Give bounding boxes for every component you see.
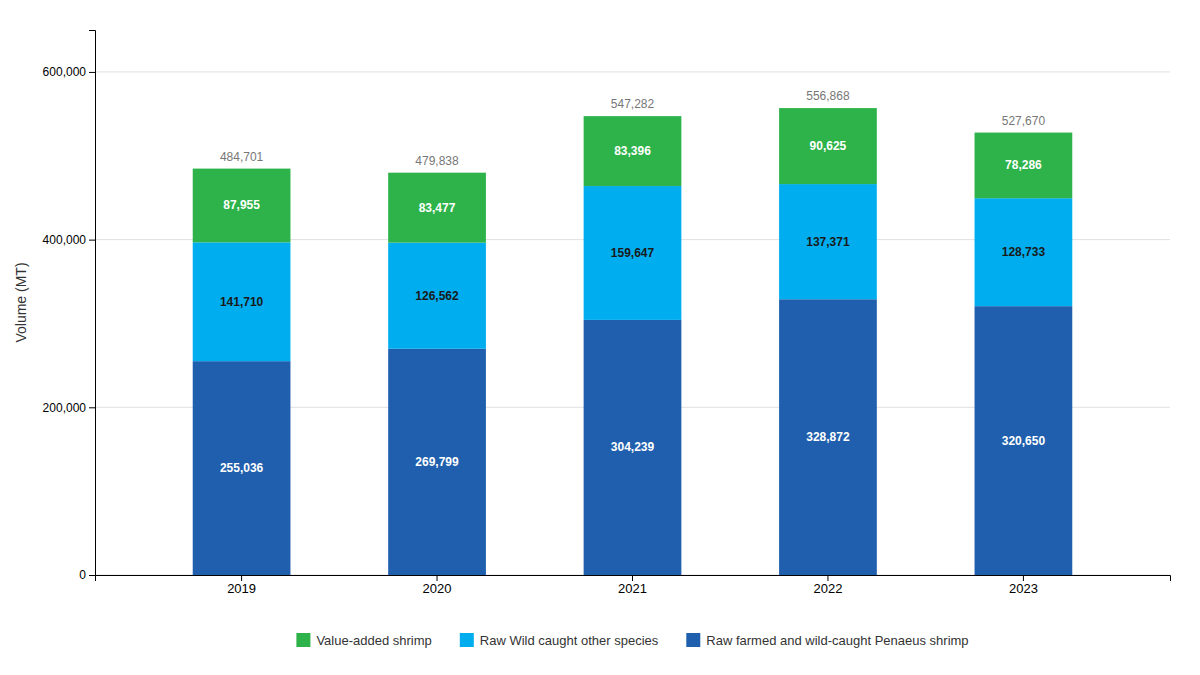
bars	[193, 108, 1073, 575]
data-labels: 255,036 269,799 304,239 328,872 320,650 141,7…	[220, 89, 1046, 475]
bar	[388, 173, 486, 243]
series-labels: 87,955 83,477 83,396 90,625 78,286	[223, 139, 1042, 215]
total-label: 484,701	[220, 150, 264, 164]
total-label: 547,282	[611, 97, 655, 111]
bar	[975, 306, 1073, 575]
bar	[779, 299, 877, 575]
data-label: 83,477	[419, 201, 456, 215]
data-label: 126,562	[415, 289, 459, 303]
bar	[388, 243, 486, 349]
legend-item: Raw farmed and wild-caught Penaeus shrim…	[686, 633, 968, 648]
x-tick: 2019	[227, 575, 256, 596]
x-tick: 2023	[1009, 575, 1038, 596]
tick-mark	[632, 575, 633, 581]
total-label: 479,838	[415, 154, 459, 168]
tick-label: 2020	[423, 581, 452, 596]
data-label: 83,396	[614, 144, 651, 158]
data-label: 78,286	[1005, 158, 1042, 172]
tick-mark	[1023, 575, 1024, 581]
tick-mark	[827, 575, 828, 581]
series-labels: 141,710 126,562 159,647 137,371 128,733	[220, 235, 1046, 309]
axis-line	[89, 31, 96, 576]
legend-label: Value-added shrimp	[316, 633, 431, 648]
legend-item: Raw Wild caught other species	[460, 633, 659, 648]
tick-label: 2021	[618, 581, 647, 596]
bar	[779, 184, 877, 299]
chart: 0200,000400,000600,000201920202021202220…	[0, 0, 1200, 675]
data-label: 137,371	[806, 235, 850, 249]
data-label: 128,733	[1002, 245, 1046, 259]
tick-label: 200,000	[43, 401, 87, 415]
legend-swatch	[686, 633, 700, 647]
x-axis: 2019 2020 2021 2022 2023	[96, 575, 1171, 596]
y-tick: 600,000	[43, 65, 95, 79]
bar-series	[193, 184, 1073, 361]
bar	[193, 242, 291, 361]
tick-mark	[89, 407, 95, 408]
data-label: 304,239	[611, 440, 655, 454]
data-label: 320,650	[1002, 434, 1046, 448]
total-label: 527,670	[1002, 114, 1046, 128]
tick-mark	[89, 575, 95, 576]
tick-label: 600,000	[43, 65, 87, 79]
tick-mark	[241, 575, 242, 581]
tick-mark	[89, 240, 95, 241]
bar	[975, 133, 1073, 199]
bar	[584, 186, 682, 320]
data-label: 90,625	[810, 139, 847, 153]
grid-line	[95, 71, 1170, 72]
legend-swatch	[296, 633, 310, 647]
bar	[779, 108, 877, 184]
tick-label: 2023	[1009, 581, 1038, 596]
data-label: 159,647	[611, 246, 655, 260]
legend: Value-added shrimp Raw Wild caught other …	[296, 633, 968, 648]
bar	[584, 116, 682, 186]
tick-label: 400,000	[43, 233, 87, 247]
tick-mark	[437, 575, 438, 581]
legend-label: Raw farmed and wild-caught Penaeus shrim…	[706, 633, 968, 648]
data-label: 269,799	[415, 455, 459, 469]
tick-label: 2019	[227, 581, 256, 596]
data-label: 255,036	[220, 461, 264, 475]
series-labels: 255,036 269,799 304,239 328,872 320,650	[220, 430, 1046, 475]
plot-area: 0200,000400,000600,000201920202021202220…	[43, 31, 1171, 597]
bar	[388, 349, 486, 575]
y-tick: 200,000	[43, 401, 95, 415]
data-label: 141,710	[220, 295, 264, 309]
x-tick: 2021	[618, 575, 647, 596]
total-labels: 484,701 479,838 547,282 556,868 527,670	[220, 89, 1046, 168]
tick-label: 0	[79, 568, 86, 582]
y-axis-title: Volume (MT)	[13, 262, 29, 342]
data-label: 328,872	[806, 430, 850, 444]
tick-label: 2022	[813, 581, 842, 596]
bar	[193, 361, 291, 575]
axis-line	[96, 576, 1171, 582]
y-tick: 0	[79, 568, 95, 582]
tick-mark	[89, 72, 95, 73]
grid	[95, 72, 1170, 575]
y-axis: 0 200,000 400,000 600,000	[43, 31, 96, 583]
bar	[975, 198, 1073, 306]
legend-swatch	[460, 633, 474, 647]
x-tick: 2022	[813, 575, 842, 596]
bar-series	[193, 108, 1073, 243]
bar	[584, 320, 682, 575]
total-label: 556,868	[806, 89, 850, 103]
legend-label: Raw Wild caught other species	[480, 633, 659, 648]
y-tick: 400,000	[43, 233, 95, 247]
data-label: 87,955	[223, 198, 260, 212]
legend-item: Value-added shrimp	[296, 633, 431, 648]
x-tick: 2020	[423, 575, 452, 596]
bar	[193, 169, 291, 243]
bar-series	[193, 299, 1073, 575]
